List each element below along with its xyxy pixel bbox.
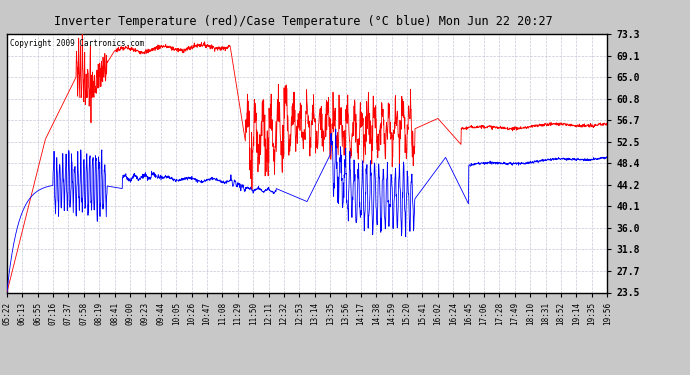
Text: Copyright 2009 Cartronics.com: Copyright 2009 Cartronics.com <box>10 39 144 48</box>
Text: Inverter Temperature (red)/Case Temperature (°C blue) Mon Jun 22 20:27: Inverter Temperature (red)/Case Temperat… <box>55 15 553 28</box>
